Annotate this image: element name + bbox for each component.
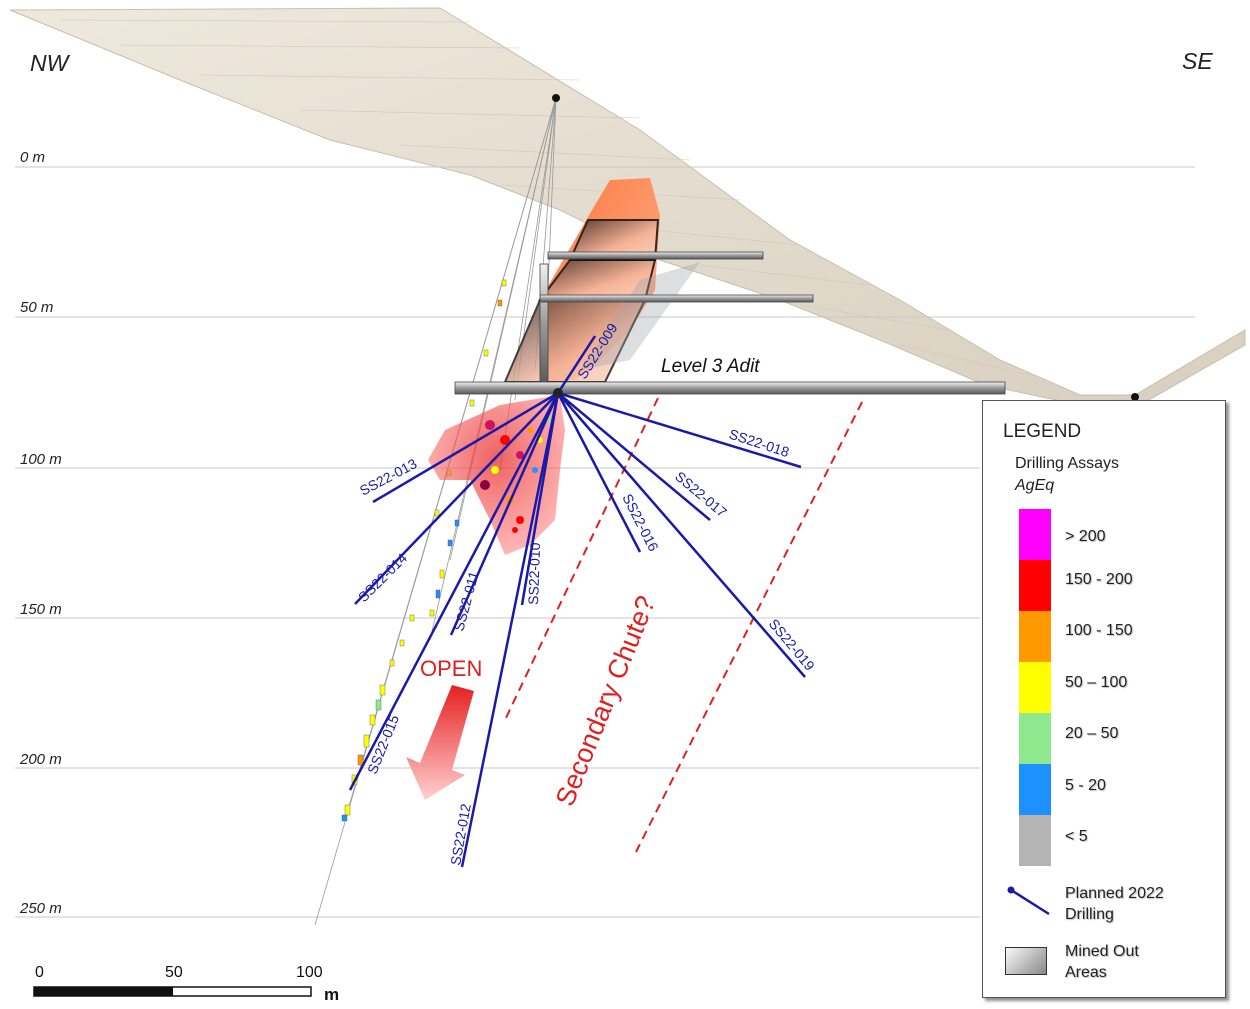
projection-plane bbox=[580, 262, 700, 370]
mined-out-icon bbox=[1005, 947, 1047, 975]
open-label: OPEN bbox=[420, 656, 482, 681]
lower-orebody bbox=[428, 395, 565, 555]
orientation-nw: NW bbox=[30, 50, 71, 76]
planned-drill-icon bbox=[1007, 886, 1050, 916]
mined-out-areas bbox=[454, 251, 1006, 395]
surface-collar bbox=[552, 94, 560, 102]
legend-assay-title: Drilling Assays bbox=[1015, 455, 1120, 472]
scale-bar: 0 50 100 m bbox=[33, 964, 339, 1004]
underground-collar bbox=[553, 388, 563, 398]
legend-range-150-200: 150 - 200 bbox=[1065, 571, 1133, 588]
depth-label-250: 250 m bbox=[19, 900, 62, 917]
legend-swatch-5-20 bbox=[1019, 764, 1051, 815]
legend-title: LEGEND bbox=[1003, 421, 1082, 442]
depth-label-100: 100 m bbox=[20, 451, 62, 468]
scale-tick-0: 0 bbox=[35, 964, 44, 981]
legend-swatch-100-150 bbox=[1019, 611, 1051, 662]
legend-swatch-20-50 bbox=[1019, 713, 1051, 764]
legend-range-100-150: 100 - 150 bbox=[1065, 622, 1133, 639]
orientation-se: SE bbox=[1182, 48, 1213, 74]
surface-collar-se bbox=[1131, 393, 1139, 401]
legend-swatch-50-100 bbox=[1019, 662, 1051, 713]
legend-swatch-150-200 bbox=[1019, 560, 1051, 611]
legend-range-20-50: 20 – 50 bbox=[1065, 725, 1119, 742]
depth-label-150: 150 m bbox=[20, 601, 62, 618]
legend-range-lt5: < 5 bbox=[1065, 828, 1088, 845]
legend-range-gt200: > 200 bbox=[1065, 528, 1106, 545]
depth-label-50: 50 m bbox=[20, 299, 53, 316]
hole-label-ss22-015: SS22-015 bbox=[364, 712, 402, 776]
depth-label-0: 0 m bbox=[20, 149, 45, 166]
depth-label-200: 200 m bbox=[19, 751, 62, 768]
historic-drill-holes bbox=[314, 97, 557, 926]
hole-label-ss22-014: SS22-014 bbox=[355, 550, 410, 605]
hole-label-ss22-010: SS22-010 bbox=[525, 542, 543, 605]
scale-tick-50: 50 bbox=[165, 964, 183, 981]
scale-tick-100: 100 bbox=[296, 964, 323, 981]
legend: LEGEND Drilling Assays AgEq > 200 150 - … bbox=[982, 400, 1226, 998]
secondary-chute-label: Secondary Chute? bbox=[550, 592, 662, 811]
legend-planned-label: Planned 2022 Drilling bbox=[1065, 885, 1164, 923]
legend-assay-unit: AgEq bbox=[1015, 477, 1055, 494]
secondary-chute-outline bbox=[504, 397, 863, 853]
legend-range-5-20: 5 - 20 bbox=[1065, 777, 1106, 794]
hole-label-ss22-011: SS22-011 bbox=[450, 569, 481, 632]
open-arrow bbox=[406, 685, 474, 800]
legend-swatch-gt200 bbox=[1019, 509, 1051, 560]
legend-mined-label: Mined Out Areas bbox=[1065, 943, 1139, 981]
hole-label-ss22-019: SS22-019 bbox=[766, 616, 818, 674]
level-3-adit-label: Level 3 Adit bbox=[661, 356, 760, 377]
legend-range-50-100: 50 – 100 bbox=[1065, 674, 1128, 691]
legend-swatch-lt5 bbox=[1019, 815, 1051, 866]
scale-unit: m bbox=[324, 985, 339, 1004]
planned-drill-holes bbox=[348, 335, 806, 868]
